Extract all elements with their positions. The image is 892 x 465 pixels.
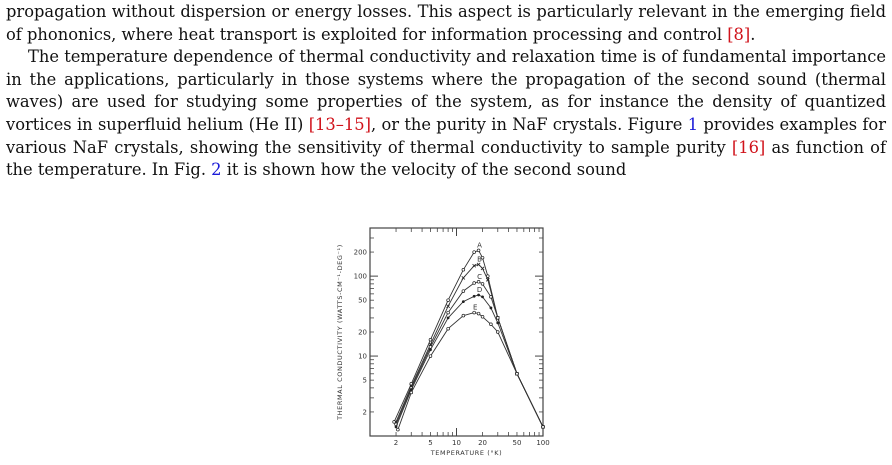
- data-point-e: [496, 330, 500, 334]
- x-tick-label: 50: [513, 439, 522, 447]
- data-point-d: [477, 293, 480, 297]
- data-point-e: [396, 427, 400, 432]
- data-point-c: [489, 295, 493, 299]
- data-point-e: [480, 315, 485, 319]
- figure-1-link[interactable]: 1: [687, 114, 699, 134]
- data-point-a: [461, 268, 466, 272]
- data-point-c: [496, 316, 500, 320]
- body-text: propagation without dispersion or energy…: [6, 1, 886, 182]
- data-point-b: [485, 277, 490, 282]
- series-line-c: [395, 281, 544, 428]
- data-point-a: [428, 337, 433, 342]
- paragraph-1-text-b: .: [750, 24, 756, 44]
- series-label-a: A: [477, 241, 482, 249]
- data-point-e: [476, 311, 481, 316]
- data-point-c: [461, 289, 466, 293]
- data-point-c: [472, 281, 476, 285]
- y-axis-label: THERMAL CONDUCTIVITY (WATTS-CM⁻¹-DEG⁻¹): [336, 244, 344, 421]
- x-axis-label: TEMPERATURE (°K): [430, 449, 503, 457]
- data-point-d: [461, 300, 465, 304]
- data-point-e: [428, 354, 433, 358]
- y-tick-label: 100: [354, 273, 367, 281]
- paragraph-1: propagation without dispersion or energy…: [6, 1, 886, 46]
- data-point-e: [446, 326, 450, 331]
- data-point-a: [480, 255, 485, 260]
- figure-2-link[interactable]: 2: [211, 160, 222, 180]
- data-point-b: [472, 263, 477, 268]
- data-point-b: [480, 266, 485, 271]
- data-point-a: [446, 298, 450, 302]
- y-tick-label: 2: [363, 408, 367, 416]
- x-tick-label: 100: [536, 439, 549, 447]
- y-tick-label: 5: [363, 377, 367, 385]
- data-point-d: [446, 316, 450, 320]
- paragraph-2: The temperature dependence of thermal co…: [6, 46, 886, 182]
- thermal-conductivity-chart: 2 5 10 20 50 100 2 5 10 20 50 100 200 TEMPERATURE (°K…: [336, 227, 550, 457]
- data-point-c: [446, 310, 450, 315]
- paragraph-1-text-a: propagation without dispersion or energy…: [6, 2, 886, 44]
- data-point-a: [476, 248, 481, 253]
- paragraph-2-text-b: , or the purity in NaF crystals. Figure: [370, 114, 688, 134]
- data-point-d: [394, 425, 398, 429]
- x-tick-label: 20: [478, 439, 487, 447]
- x-tick-label: 2: [394, 439, 398, 447]
- series-label-e: E: [473, 304, 477, 312]
- data-point-b: [476, 262, 481, 267]
- series-label-d: D: [477, 286, 482, 294]
- series-line-b: [395, 263, 544, 428]
- paragraph-2-text-a: The temperature dependence of thermal co…: [6, 47, 886, 134]
- series-line-d: [395, 294, 544, 428]
- y-tick-label: 20: [358, 329, 367, 337]
- data-point-c: [476, 280, 481, 284]
- plot-frame: [369, 227, 544, 437]
- x-tick-label: 5: [428, 439, 432, 447]
- series-line-e: [397, 312, 544, 430]
- paragraph-2-text-c: provides examples for various NaF crysta…: [6, 114, 886, 157]
- data-point-d: [472, 294, 476, 298]
- x-tick-label: 10: [452, 439, 461, 447]
- y-tick-label: 10: [358, 353, 367, 361]
- data-point-e: [461, 313, 466, 318]
- figure-1: 2 5 10 20 50 100 2 5 10 20 50 100 200 TEMPERATURE (°K…: [330, 210, 560, 465]
- citation-13-15[interactable]: [13–15]: [308, 114, 371, 134]
- series-label-c: C: [477, 273, 482, 281]
- series-line-a: [393, 249, 544, 428]
- data-point-e: [515, 372, 519, 376]
- data-point-d: [429, 348, 432, 352]
- y-tick-label: 200: [354, 249, 367, 257]
- data-point-e: [489, 322, 493, 327]
- data-point-d: [496, 321, 500, 325]
- citation-16[interactable]: [16]: [731, 137, 766, 157]
- data-point-e: [472, 310, 476, 315]
- data-point-d: [481, 295, 484, 299]
- data-point-d: [489, 306, 493, 310]
- data-point-b: [446, 304, 450, 309]
- paragraph-2-text-e: it is shown how the velocity of the seco…: [221, 160, 627, 180]
- paragraph-2-text-d: as function of the temperature. In Fig.: [6, 137, 886, 180]
- citation-8[interactable]: [8]: [727, 24, 751, 44]
- data-point-c: [480, 282, 485, 286]
- series-label-b: B: [477, 255, 482, 263]
- y-tick-label: 50: [358, 297, 367, 305]
- data-point-b: [461, 276, 466, 280]
- data-point-a: [472, 250, 476, 254]
- data-point-e: [409, 390, 414, 395]
- data-point-e: [541, 425, 545, 429]
